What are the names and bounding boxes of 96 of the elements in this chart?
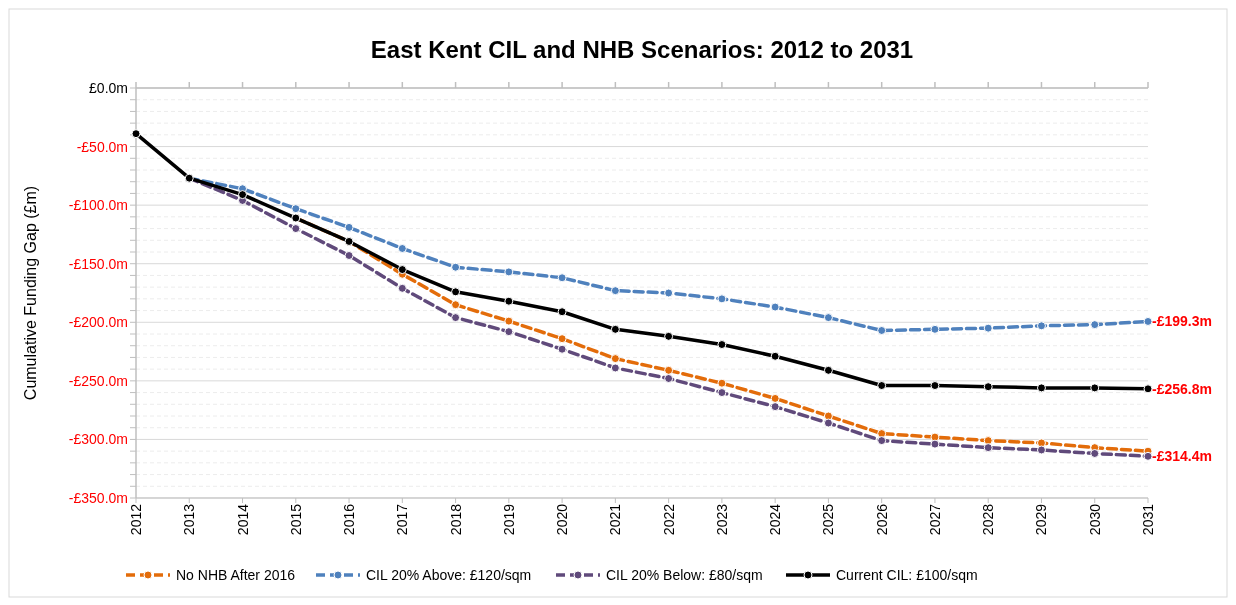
- point: [557, 273, 567, 283]
- point: [504, 267, 514, 277]
- point: [930, 439, 940, 449]
- point: [1036, 445, 1046, 455]
- y-tick-label: -£300.0m: [68, 431, 128, 448]
- point: [451, 287, 461, 297]
- x-tick-label: 2028: [980, 503, 997, 536]
- point: [557, 307, 567, 317]
- point: [610, 354, 620, 364]
- point: [291, 224, 301, 234]
- point: [930, 381, 940, 391]
- point: [717, 388, 727, 398]
- x-tick-label: 2022: [660, 503, 677, 536]
- point: [983, 382, 993, 392]
- x-tick-label: 2015: [287, 503, 304, 536]
- x-tick-label: 2024: [767, 503, 784, 536]
- point: [1143, 316, 1153, 326]
- point: [664, 331, 674, 341]
- x-tick-label: 2023: [713, 503, 730, 536]
- point: [664, 365, 674, 375]
- point: [770, 351, 780, 361]
- point: [1036, 383, 1046, 393]
- data-label: -£199.3m: [1152, 313, 1212, 330]
- y-tick-label: -£50.0m: [76, 138, 128, 155]
- point: [610, 363, 620, 373]
- point: [557, 344, 567, 354]
- point: [344, 251, 354, 261]
- point: [823, 365, 833, 375]
- point: [983, 323, 993, 333]
- point: [983, 443, 993, 453]
- x-tick-label: 2012: [128, 503, 144, 536]
- point: [823, 313, 833, 323]
- point: [717, 378, 727, 388]
- point: [664, 288, 674, 298]
- x-tick-label: 2025: [820, 503, 837, 536]
- data-label: -£314.4m: [1152, 448, 1212, 465]
- x-tick-label: 2017: [394, 503, 411, 536]
- point: [451, 262, 461, 272]
- legend-label: Current CIL: £100/sqm: [836, 567, 978, 583]
- point: [877, 325, 887, 335]
- x-tick-label: 2031: [1140, 503, 1156, 536]
- point: [610, 324, 620, 334]
- x-tick-label: 2014: [234, 503, 251, 536]
- point: [1143, 451, 1153, 461]
- point: [770, 393, 780, 403]
- chart-title: East Kent CIL and NHB Scenarios: 2012 to 2031: [370, 36, 914, 63]
- y-tick-label: -£250.0m: [68, 372, 128, 389]
- y-tick-label: -£150.0m: [68, 255, 128, 272]
- point: [397, 243, 407, 253]
- legend-label: CIL 20% Above: £120/sqm: [366, 567, 532, 583]
- point: [1143, 384, 1153, 394]
- point: [557, 334, 567, 344]
- y-tick-label: -£100.0m: [68, 197, 128, 214]
- y-tick-label: -£350.0m: [68, 490, 128, 506]
- point: [717, 340, 727, 350]
- point: [451, 300, 461, 310]
- point: [238, 190, 248, 200]
- point: [1090, 383, 1100, 393]
- x-tick-label: 2021: [607, 503, 624, 536]
- data-label: -£256.8m: [1152, 380, 1212, 397]
- point: [1036, 321, 1046, 331]
- point: [877, 381, 887, 391]
- x-tick-label: 2013: [181, 503, 198, 536]
- legend-label: CIL 20% Below: £80/sqm: [606, 567, 763, 583]
- point: [823, 418, 833, 428]
- x-tick-label: 2018: [447, 503, 464, 536]
- point: [504, 327, 514, 337]
- point: [131, 129, 141, 139]
- point: [664, 374, 674, 384]
- x-tick-label: 2016: [341, 503, 358, 536]
- point: [397, 265, 407, 275]
- x-tick-label: 2029: [1033, 503, 1050, 536]
- x-tick-label: 2020: [554, 503, 571, 536]
- y-tick-label: -£200.0m: [68, 314, 128, 331]
- x-tick-label: 2019: [500, 503, 517, 536]
- point: [770, 402, 780, 412]
- point: [930, 324, 940, 334]
- point: [504, 316, 514, 326]
- point: [344, 222, 354, 232]
- x-tick-label: 2027: [926, 503, 943, 536]
- point: [504, 296, 514, 306]
- y-tick-label: £0.0m: [89, 80, 128, 96]
- point: [291, 204, 301, 214]
- point: [770, 302, 780, 312]
- point: [1090, 320, 1100, 330]
- x-tick-label: 2026: [873, 503, 890, 536]
- legend-label: No NHB After 2016: [176, 567, 296, 583]
- point: [1090, 448, 1100, 458]
- point: [610, 286, 620, 296]
- point: [451, 313, 461, 323]
- point: [717, 294, 727, 304]
- point: [397, 283, 407, 293]
- point: [930, 432, 940, 442]
- point: [877, 436, 887, 446]
- x-tick-label: 2030: [1086, 503, 1103, 536]
- y-axis-title: Cumulative Funding Gap (£m): [22, 185, 39, 401]
